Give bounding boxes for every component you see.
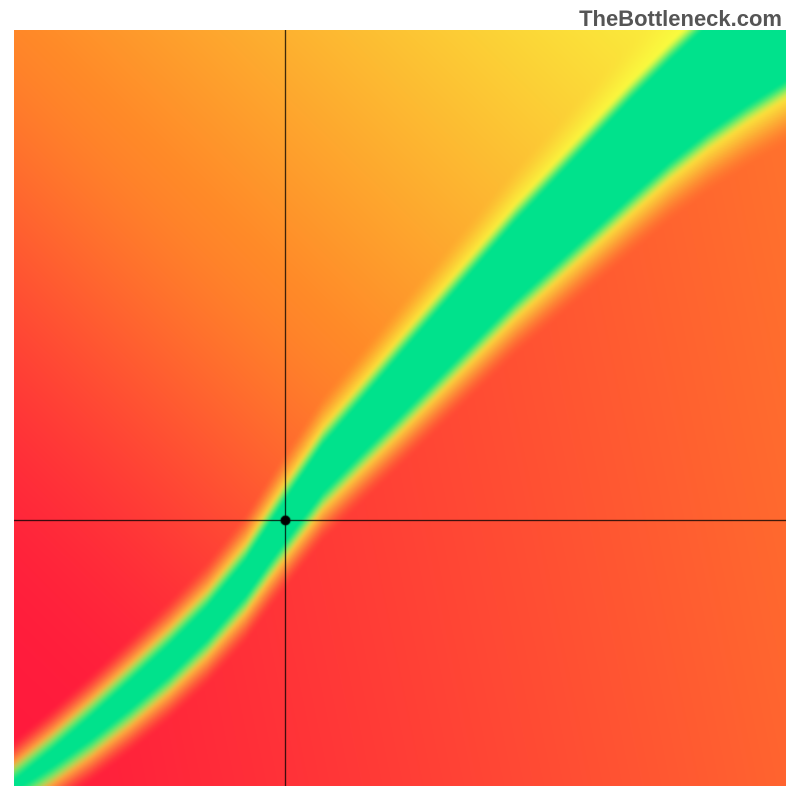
heatmap-canvas <box>14 30 786 786</box>
watermark-text: TheBottleneck.com <box>579 6 782 32</box>
heatmap-chart <box>14 30 786 786</box>
